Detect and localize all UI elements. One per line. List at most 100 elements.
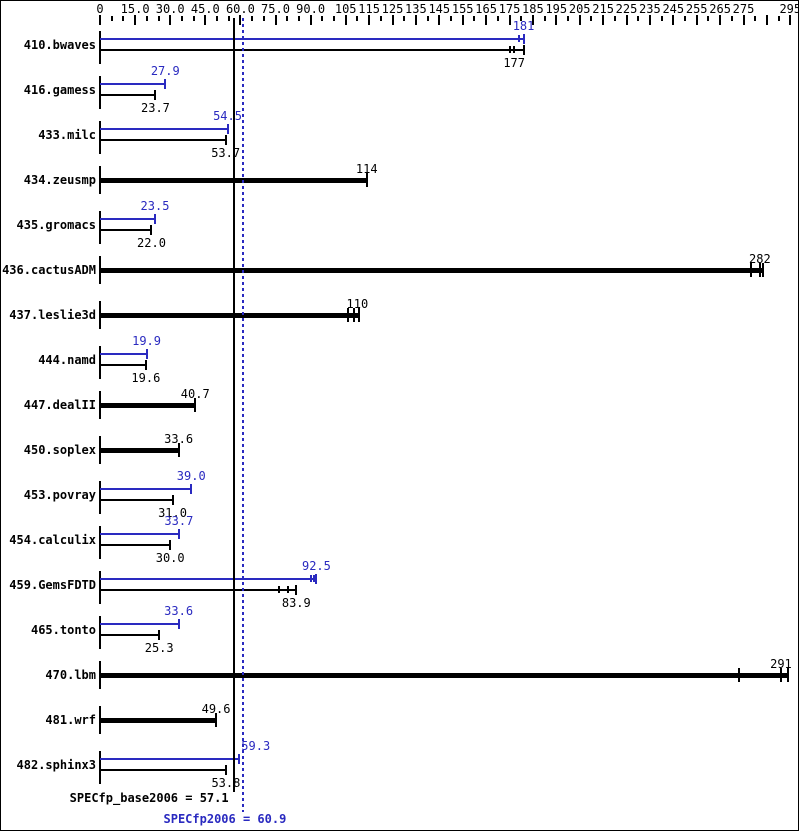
axis-tick-label: 235 xyxy=(639,2,661,16)
base-run-mark xyxy=(779,668,782,682)
axis-tick-label: 175 xyxy=(498,2,521,16)
benchmark-label: 444.namd xyxy=(38,353,96,367)
axis-minor-tick xyxy=(707,16,710,21)
axis-major-tick xyxy=(239,15,242,25)
peak-mean-line xyxy=(241,18,244,812)
axis-minor-tick xyxy=(333,16,335,21)
axis-minor-tick xyxy=(379,16,382,21)
axis-tick-label: 215 xyxy=(592,2,614,16)
axis-minor-tick xyxy=(520,16,523,21)
axis-minor-tick xyxy=(286,16,289,21)
base-summary-label: SPECfp_base2006 = 57.1 xyxy=(69,791,229,805)
axis-tick-label: 155 xyxy=(451,2,474,16)
row-baseline xyxy=(99,571,101,604)
base-value-label: 33.6 xyxy=(164,432,194,446)
peak-value-label: 33.6 xyxy=(164,604,194,618)
base-value-label: 23.7 xyxy=(141,101,170,115)
base-value-label: 22.0 xyxy=(137,236,166,250)
base-bar-endcap xyxy=(224,135,227,145)
benchmark-label: 436.cactusADM xyxy=(2,263,96,277)
base-run-mark xyxy=(286,586,289,593)
base-value-label: 177 xyxy=(503,56,526,70)
axis-minor-tick xyxy=(660,16,663,21)
benchmark-label: 434.zeusmp xyxy=(23,173,96,187)
axis-tick-label: 30.0 xyxy=(155,2,185,16)
axis-major-tick xyxy=(695,15,698,25)
axis-minor-tick xyxy=(730,16,733,21)
benchmark-label: 450.soplex xyxy=(23,443,96,457)
base-bar-endcap xyxy=(786,668,789,682)
axis-major-tick xyxy=(309,15,312,25)
base-value-label: 291 xyxy=(770,657,792,671)
base-bar-endcap xyxy=(295,585,298,595)
axis-minor-tick xyxy=(157,16,160,21)
axis-major-tick xyxy=(461,15,464,25)
peak-bar xyxy=(100,758,239,760)
axis-minor-tick xyxy=(684,16,686,21)
axis-minor-tick xyxy=(145,16,148,21)
axis-major-tick xyxy=(169,15,172,25)
base-run-mark xyxy=(749,263,752,277)
base-value-label: 83.9 xyxy=(281,596,311,610)
base-bar xyxy=(100,718,217,723)
axis-major-tick xyxy=(719,15,722,25)
axis-tick-label: 205 xyxy=(568,2,591,16)
axis-minor-tick xyxy=(251,16,254,21)
axis-minor-tick xyxy=(613,16,616,21)
axis-major-tick xyxy=(765,15,768,25)
peak-bar-endcap xyxy=(153,214,156,224)
peak-value-label: 181 xyxy=(512,19,535,33)
axis-tick-label: 135 xyxy=(405,2,427,16)
base-bar-endcap xyxy=(365,173,368,187)
peak-value-label: 33.7 xyxy=(164,514,194,528)
axis-minor-tick xyxy=(321,16,324,21)
base-bar-endcap xyxy=(194,398,197,412)
base-run-mark xyxy=(278,586,280,593)
axis-major-tick xyxy=(555,15,558,25)
peak-bar-endcap xyxy=(315,574,318,584)
base-bar-endcap xyxy=(171,495,174,505)
axis-major-tick xyxy=(508,15,511,25)
axis-minor-tick xyxy=(227,16,230,21)
base-bar xyxy=(100,634,160,636)
base-bar xyxy=(100,589,297,591)
axis-major-tick xyxy=(531,15,534,25)
peak-value-label: 27.9 xyxy=(150,64,180,78)
base-bar xyxy=(100,139,226,141)
axis-minor-tick xyxy=(356,16,359,21)
base-bar xyxy=(100,268,764,273)
axis-minor-tick xyxy=(496,16,499,21)
axis-tick-label: 15.0 xyxy=(120,2,150,16)
base-run-mark xyxy=(737,668,740,682)
peak-bar-endcap xyxy=(237,754,240,764)
peak-bar xyxy=(100,128,228,130)
axis-tick-label: 75.0 xyxy=(261,2,290,16)
base-bar xyxy=(100,49,524,51)
axis-tick-label: 185 xyxy=(522,2,544,16)
axis-major-tick xyxy=(742,15,745,25)
base-value-label: 53.8 xyxy=(211,776,241,790)
benchmark-label: 481.wrf xyxy=(45,713,96,727)
peak-run-mark xyxy=(313,575,316,582)
benchmark-label: 454.calculix xyxy=(9,533,96,547)
axis-tick-label: 225 xyxy=(615,2,638,16)
base-value-label: 31.0 xyxy=(158,506,187,520)
row-baseline xyxy=(99,616,101,649)
row-baseline xyxy=(99,31,101,64)
axis-major-tick xyxy=(391,15,394,25)
base-bar xyxy=(100,499,173,501)
axis-minor-tick xyxy=(777,16,780,21)
axis-tick-label: 295 xyxy=(779,2,799,16)
axis-major-tick xyxy=(578,15,581,25)
axis-minor-tick xyxy=(110,16,113,21)
axis-minor-tick xyxy=(754,16,757,21)
peak-summary-label: SPECfp2006 = 60.9 xyxy=(163,812,287,826)
axis-major-tick xyxy=(625,15,628,25)
base-run-mark xyxy=(352,308,355,322)
peak-run-mark xyxy=(310,575,313,582)
base-bar-endcap xyxy=(224,765,227,775)
row-baseline xyxy=(99,121,101,154)
base-bar xyxy=(100,229,152,231)
benchmark-label: 459.GemsFDTD xyxy=(9,578,96,592)
